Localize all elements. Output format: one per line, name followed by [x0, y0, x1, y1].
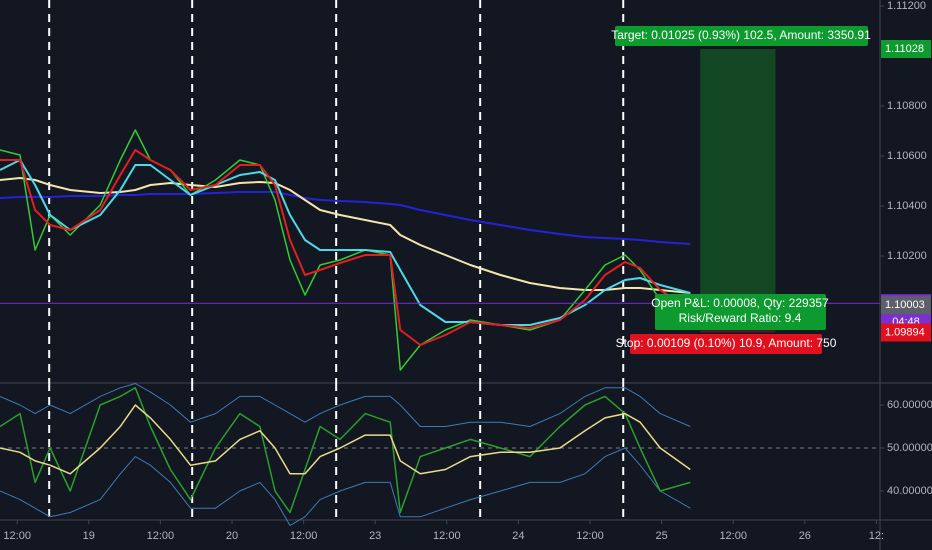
x-tick-label: 12:00	[433, 530, 461, 542]
y-tick-label: 1.10200	[887, 250, 927, 262]
y-tick-label: 1.10600	[887, 150, 927, 162]
series-line	[0, 191, 691, 245]
pnl-box	[655, 294, 826, 330]
series-line	[0, 404, 691, 475]
series-line	[0, 129, 691, 371]
x-tick-label: 26	[799, 530, 811, 542]
price-label-box	[881, 323, 931, 342]
series-line	[0, 447, 691, 526]
y-tick-label: 50.00000	[887, 442, 932, 454]
target-label: Target: 0.01025 (0.93%) 102.5, Amount: 3…	[611, 28, 871, 42]
x-tick-label: 12:	[869, 530, 884, 542]
target-label-box	[615, 26, 868, 46]
x-tick-label: 12:00	[3, 530, 31, 542]
y-tick-label: 1.10800	[887, 100, 927, 112]
x-tick-label: 25	[655, 530, 667, 542]
x-tick-label: 20	[226, 530, 238, 542]
x-tick-label: 12:00	[576, 530, 604, 542]
series-line	[0, 149, 691, 346]
series-line	[0, 387, 691, 514]
ratio-label: Risk/Reward Ratio: 9.4	[679, 311, 802, 325]
y-tick-label: 1.11200	[887, 0, 926, 12]
price-label-box	[881, 40, 931, 58]
price-label: 1.09894	[885, 326, 925, 338]
x-tick-label: 23	[369, 530, 381, 542]
stop-label: Stop: 0.00109 (0.10%) 10.9, Amount: 750	[616, 336, 837, 350]
price-label: 1.10003	[885, 299, 925, 311]
price-label: 1.11028	[885, 43, 924, 55]
price-label-box	[881, 296, 931, 315]
y-tick-label: 40.00000	[887, 485, 932, 497]
x-tick-label: 12:00	[290, 530, 318, 542]
x-tick-label: 19	[83, 530, 95, 542]
series-line	[0, 383, 691, 427]
x-tick-label: 12:00	[147, 530, 175, 542]
x-tick-label: 12:00	[719, 530, 747, 542]
pnl-label: Open P&L: 0.00008, Qty: 229357	[651, 296, 829, 310]
x-tick-label: 24	[512, 530, 524, 542]
y-tick-label: 1.10400	[887, 200, 927, 212]
stop-label-box	[630, 334, 822, 354]
target-zone	[700, 49, 776, 306]
y-tick-label: 60.00000	[887, 399, 932, 411]
series-line	[0, 159, 691, 326]
